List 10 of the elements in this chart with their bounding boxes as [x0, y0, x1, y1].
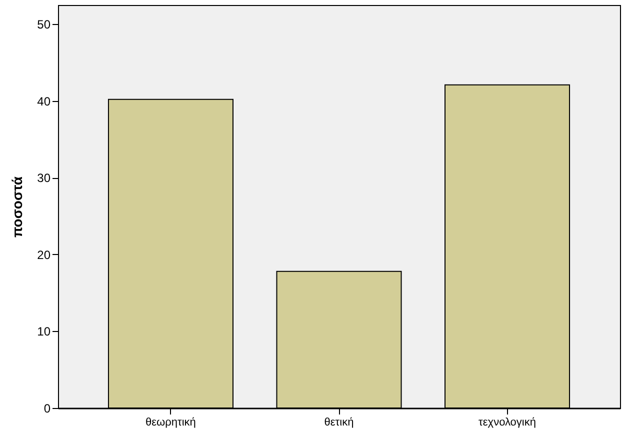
- x-tick-label: θεωρητική: [146, 416, 196, 428]
- y-tick-label: 20: [37, 248, 51, 262]
- y-tick-label: 50: [37, 18, 51, 32]
- y-axis-title: ποσοστά: [9, 176, 26, 238]
- y-tick-label: 40: [37, 94, 51, 108]
- x-tick-label: τεχνολογική: [478, 416, 536, 428]
- y-tick-label: 10: [37, 324, 51, 339]
- y-tick-label: 0: [44, 402, 51, 416]
- y-tick-label: 30: [37, 171, 51, 186]
- x-tick-label: θετική: [324, 416, 354, 428]
